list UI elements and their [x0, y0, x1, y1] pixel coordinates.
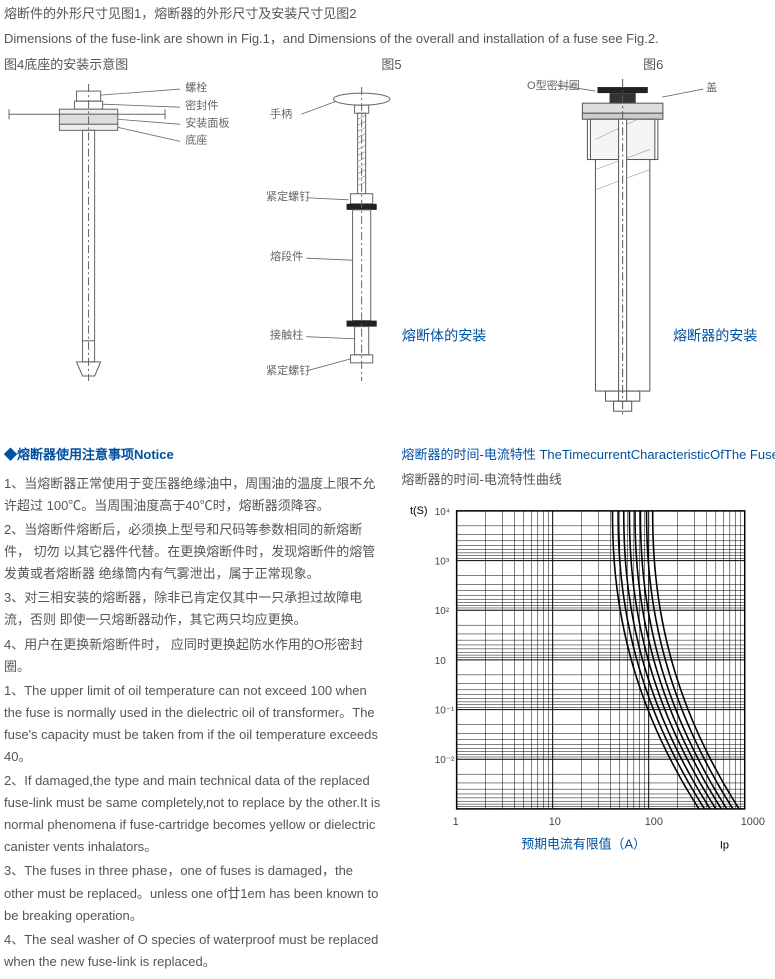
figure-6: 图6	[527, 54, 775, 424]
figure-4-title: 图4底座的安装示意图	[4, 54, 256, 73]
notice-heading: ◆熔断器使用注意事项Notice	[4, 444, 382, 463]
fig5-label-4: 接触柱	[270, 327, 303, 341]
notice-item: 4、用户在更换新熔断件时， 应同时更换起防水作用的O形密封圈。	[4, 634, 382, 678]
intro-line-1: 熔断件的外形尺寸见图1，熔断器的外形尺寸及安装尺寸见图2	[4, 4, 775, 25]
figure-6-title: 图6	[527, 54, 775, 73]
figure-5-svg: 手柄 紧定螺钉 熔段件 接触柱 紧定螺钉 熔断体的安装	[266, 79, 518, 391]
chart-ytick: 10²	[434, 606, 449, 617]
fig6-label-2: 盖	[707, 80, 718, 94]
chart-ytick: 10	[434, 656, 446, 667]
chart-xtick: 100	[644, 816, 662, 828]
chart-subheading: 熔断器的时间-电流特性曲线	[402, 469, 775, 488]
chart-ytick: 10³	[434, 556, 449, 567]
chart-xtick: 1	[452, 816, 458, 828]
chart-ytick: 10⁴	[434, 507, 449, 518]
fig5-label-3: 熔段件	[270, 249, 303, 263]
notice-item: 3、The fuses in three phase，one of fuses …	[4, 860, 382, 926]
fig4-label-2: 密封件	[185, 98, 218, 112]
chart-column: 熔断器的时间-电流特性 TheTimecurrentCharacteristic…	[402, 444, 775, 975]
notice-item: 3、对三相安装的熔断器，除非已肯定仅其中一只承担过故障电流，否则 即使一只熔断器…	[4, 587, 382, 631]
figure-4: 图4底座的安装示意图	[4, 54, 256, 424]
chart-xlabel: 预期电流有限值（A）	[521, 837, 646, 852]
notice-item: 2、If damaged,the type and main technical…	[4, 770, 382, 858]
fig6-caption: 熔断器的安装	[673, 327, 757, 343]
chart-xtick: 1000	[740, 816, 764, 828]
notice-item: 1、The upper limit of oil temperature can…	[4, 680, 382, 768]
fig5-caption: 熔断体的安装	[402, 327, 486, 343]
fig4-label-4: 底座	[185, 132, 207, 146]
notice-item: 1、当熔断器正常使用于变压器绝缘油中，周围油的温度上限不允许超过 100℃。当周…	[4, 473, 382, 517]
chart-ylabel: t(S)	[409, 505, 427, 517]
figure-5: 图5	[266, 54, 518, 424]
chart-xtick: 10	[548, 816, 560, 828]
notice-column: ◆熔断器使用注意事项Notice 1、当熔断器正常使用于变压器绝缘油中，周围油的…	[4, 444, 382, 975]
chart-xlabel2: Ip	[719, 840, 728, 852]
time-current-chart: t(S) 10⁴ 10³ 10² 10 10⁻¹ 10⁻² 1 10 100 1000 预期电流有…	[402, 496, 775, 854]
notice-item: 4、The seal washer of O species of waterp…	[4, 929, 382, 973]
figure-6-svg: O型密封圈 盖 熔断器的安装	[527, 79, 775, 421]
intro-line-2: Dimensions of the fuse-link are shown in…	[4, 29, 775, 50]
fig5-label-5: 紧定螺钉	[266, 363, 310, 377]
figure-5-title: 图5	[266, 54, 518, 73]
fig4-label-1: 螺栓	[185, 80, 207, 94]
fig4-label-3: 安装面板	[185, 115, 229, 129]
chart-ytick: 10⁻¹	[434, 705, 454, 716]
fig5-label-2: 紧定螺钉	[266, 188, 310, 202]
figure-4-svg: 螺栓 密封件 安装面板 底座	[4, 79, 256, 391]
chart-heading: 熔断器的时间-电流特性 TheTimecurrentCharacteristic…	[402, 444, 775, 463]
main-two-col: ◆熔断器使用注意事项Notice 1、当熔断器正常使用于变压器绝缘油中，周围油的…	[4, 444, 775, 975]
chart-ytick: 10⁻²	[434, 755, 454, 766]
fig5-label-1: 手柄	[270, 106, 292, 120]
notice-item: 2、当熔断件熔断后，必须换上型号和尺码等参数相同的新熔断件， 切勿 以其它器件代…	[4, 519, 382, 585]
fig6-label-1: O型密封圈	[527, 79, 580, 92]
figures-row: 图4底座的安装示意图	[4, 54, 775, 424]
